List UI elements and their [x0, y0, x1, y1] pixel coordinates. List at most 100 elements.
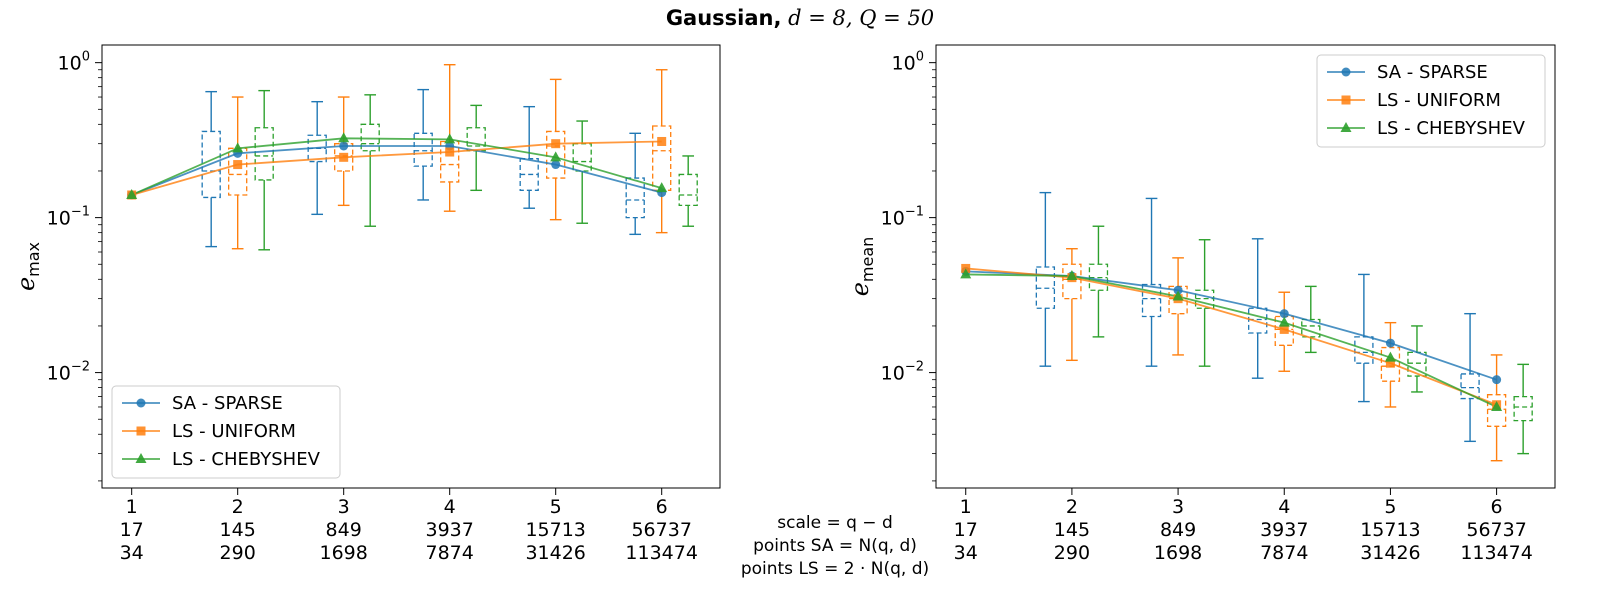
figure-title-q: Q = 50 — [859, 6, 935, 30]
x-tick-label-points-ls: 7874 — [426, 542, 474, 564]
legend-label: LS - UNIFORM — [1377, 90, 1501, 111]
x-tick-label-points-ls: 34 — [954, 542, 978, 564]
figure-title-d: d = 8, — [788, 6, 853, 30]
legend-marker — [136, 426, 146, 436]
x-tick-label-scale: 4 — [1278, 496, 1290, 518]
y-axis-label: emean — [846, 237, 877, 297]
x-tick-label-points-ls: 113474 — [625, 542, 698, 564]
box-iqr — [1460, 373, 1480, 400]
legend-box — [1316, 54, 1546, 148]
x-tick-label-points-sa: 3937 — [1260, 519, 1308, 541]
box-iqr — [254, 127, 274, 181]
data-point — [551, 139, 561, 149]
figure-title: Gaussian, d = 8, Q = 50 — [0, 6, 1600, 30]
x-tick-label-scale: 2 — [232, 496, 244, 518]
legend-label: LS - UNIFORM — [172, 421, 296, 442]
x-tick-label-points-sa: 3937 — [426, 519, 474, 541]
data-point — [1492, 375, 1502, 385]
y-tick-label: 10−1 — [47, 205, 90, 230]
data-point — [338, 132, 350, 143]
legend: SA - SPARSE LS - UNIFORM LS - CHEBYSHEV — [111, 385, 341, 479]
x-tick-label-points-ls: 1698 — [1154, 542, 1202, 564]
legend-marker — [1341, 67, 1351, 77]
x-tick-label-points-sa: 15713 — [1360, 519, 1420, 541]
data-point — [657, 136, 667, 146]
box-iqr — [1513, 395, 1533, 422]
legend-marker — [1341, 95, 1351, 105]
data-point — [339, 152, 349, 162]
x-tick-label-scale: 4 — [444, 496, 456, 518]
x-tick-label-scale: 6 — [1491, 496, 1503, 518]
data-point — [232, 142, 244, 153]
series-line — [131, 145, 662, 196]
box-iqr — [360, 123, 380, 152]
x-tick-label-scale: 5 — [550, 496, 562, 518]
x-tick-label-scale: 2 — [1066, 496, 1078, 518]
box-iqr — [652, 125, 672, 191]
x-axis-center-labels: scale = q − d points SA = N(q, d) points… — [741, 513, 929, 579]
x-tick-label-points-sa: 849 — [326, 519, 362, 541]
axes-frame — [101, 44, 721, 489]
x-tick-label-scale: 3 — [1172, 496, 1184, 518]
data-point — [960, 268, 972, 279]
center-label-points-sa: points SA = N(q, d) — [753, 536, 917, 556]
y-tick-label: 100 — [58, 50, 90, 75]
data-point — [1491, 400, 1503, 411]
x-tick-label-scale: 1 — [960, 496, 972, 518]
x-tick-label-points-ls: 31426 — [1360, 542, 1420, 564]
data-point — [1173, 285, 1183, 295]
series-line — [131, 137, 662, 196]
legend-marker — [135, 453, 147, 463]
x-tick-label-points-sa: 145 — [1054, 519, 1090, 541]
legend-label: SA - SPARSE — [172, 393, 283, 414]
y-tick-label: 10−2 — [47, 360, 90, 385]
data-point — [551, 160, 561, 170]
x-tick-label-points-sa: 17 — [954, 519, 978, 541]
data-point — [1384, 351, 1396, 362]
figure-title-bold: Gaussian, — [665, 6, 782, 30]
data-point — [550, 151, 562, 162]
x-tick-label-points-ls: 113474 — [1460, 542, 1533, 564]
x-tick-label-points-ls: 290 — [1054, 542, 1090, 564]
y-tick-label: 10−2 — [881, 360, 924, 385]
legend-marker — [136, 398, 146, 408]
data-point — [1278, 316, 1290, 327]
x-tick-label-points-sa: 56737 — [631, 519, 691, 541]
box-iqr — [1062, 263, 1082, 300]
x-tick-label-points-ls: 31426 — [525, 542, 585, 564]
center-label-scale: scale = q − d — [777, 513, 893, 533]
box-iqr — [201, 130, 221, 199]
x-tick-label-scale: 1 — [126, 496, 138, 518]
data-point — [1385, 338, 1395, 348]
box-iqr — [1354, 336, 1374, 364]
data-point — [444, 133, 456, 144]
legend-label: SA - SPARSE — [1377, 62, 1488, 83]
y-tick-label: 100 — [892, 50, 924, 75]
box-iqr — [413, 132, 433, 167]
box-iqr — [625, 177, 645, 219]
data-point — [339, 141, 349, 151]
y-axis-label: emax — [12, 242, 43, 291]
x-tick-label-points-ls: 290 — [220, 542, 256, 564]
box-iqr — [678, 173, 698, 207]
x-tick-label-scale: 3 — [338, 496, 350, 518]
data-point — [1066, 270, 1078, 281]
axes-frame — [935, 44, 1556, 489]
data-point — [1172, 290, 1184, 301]
x-tick-label-points-ls: 34 — [120, 542, 144, 564]
legend-label: LS - CHEBYSHEV — [1377, 118, 1526, 139]
legend-label: LS - CHEBYSHEV — [172, 449, 321, 470]
x-tick-label-scale: 6 — [656, 496, 668, 518]
box-iqr — [466, 127, 486, 152]
data-point — [233, 160, 243, 170]
center-label-points-ls: points LS = 2 · N(q, d) — [741, 559, 929, 579]
data-point — [1385, 358, 1395, 368]
data-point — [126, 188, 138, 199]
x-tick-label-points-sa: 145 — [220, 519, 256, 541]
box-iqr — [1486, 394, 1507, 427]
x-tick-label-points-sa: 15713 — [525, 519, 585, 541]
x-tick-label-points-sa: 17 — [120, 519, 144, 541]
